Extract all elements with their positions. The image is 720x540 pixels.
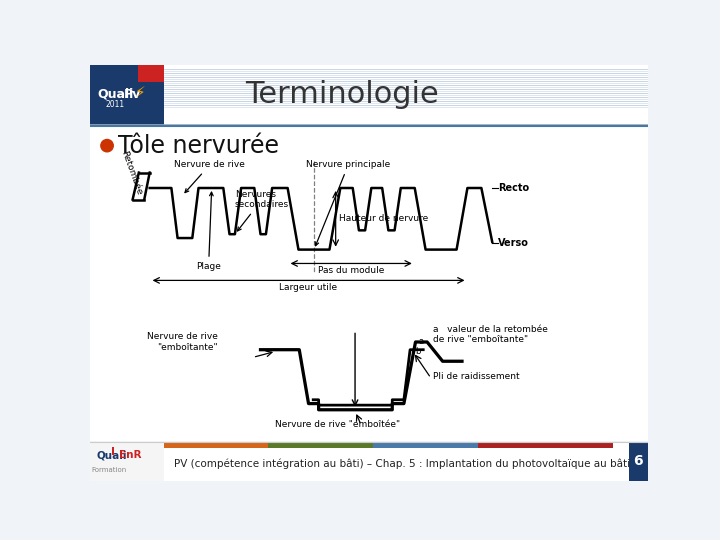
Bar	[90, 65, 648, 125]
Text: Nervure de rive: Nervure de rive	[174, 160, 246, 193]
Text: Pli de raidissement: Pli de raidissement	[433, 372, 519, 381]
Text: Nervure principale: Nervure principale	[306, 160, 390, 246]
Bar	[629, 442, 648, 481]
Bar	[90, 442, 163, 481]
Text: Recto: Recto	[498, 183, 529, 193]
Text: Nervures
secondaires: Nervures secondaires	[235, 190, 289, 231]
Text: a: a	[418, 338, 424, 346]
Text: 6: 6	[633, 454, 643, 468]
Text: Retombée: Retombée	[119, 149, 143, 196]
Bar	[269, 442, 373, 448]
Text: a   valeur de la retombée
de rive "emboîtante": a valeur de la retombée de rive "emboîta…	[433, 325, 547, 344]
Bar	[373, 442, 477, 448]
Bar	[477, 442, 613, 448]
Text: Plage: Plage	[196, 192, 221, 271]
Bar	[90, 442, 648, 481]
Bar	[112, 448, 114, 455]
Bar	[90, 126, 648, 441]
Circle shape	[101, 139, 113, 152]
Text: ⚡: ⚡	[135, 85, 145, 100]
Text: Largeur utile: Largeur utile	[279, 282, 338, 292]
Text: Pas du module: Pas du module	[318, 266, 384, 275]
Text: Formation: Formation	[100, 113, 153, 122]
Text: b: b	[415, 347, 421, 355]
Bar	[138, 65, 163, 82]
Bar	[629, 442, 648, 481]
Text: Nervure de rive "emboîtée": Nervure de rive "emboîtée"	[276, 420, 400, 429]
Text: Tôle nervurée: Tôle nervurée	[118, 134, 279, 158]
Text: PV (compétence intégration au bâti) – Chap. 5 : Implantation du photovoltaïque a: PV (compétence intégration au bâti) – Ch…	[174, 458, 630, 469]
Bar	[90, 65, 163, 125]
Text: Hauteur de nervure: Hauteur de nervure	[339, 214, 428, 224]
Bar	[163, 442, 269, 448]
Text: 2011: 2011	[106, 100, 125, 109]
Text: Formation: Formation	[91, 467, 127, 473]
Text: Nervure de rive
"emboîtante": Nervure de rive "emboîtante"	[147, 332, 218, 352]
Text: Quali: Quali	[98, 87, 134, 100]
Text: Quali: Quali	[96, 450, 127, 460]
Text: Verso: Verso	[498, 239, 529, 248]
Text: Pv: Pv	[124, 87, 141, 100]
Text: EnR: EnR	[119, 450, 141, 460]
Text: Terminologie: Terminologie	[245, 79, 438, 109]
